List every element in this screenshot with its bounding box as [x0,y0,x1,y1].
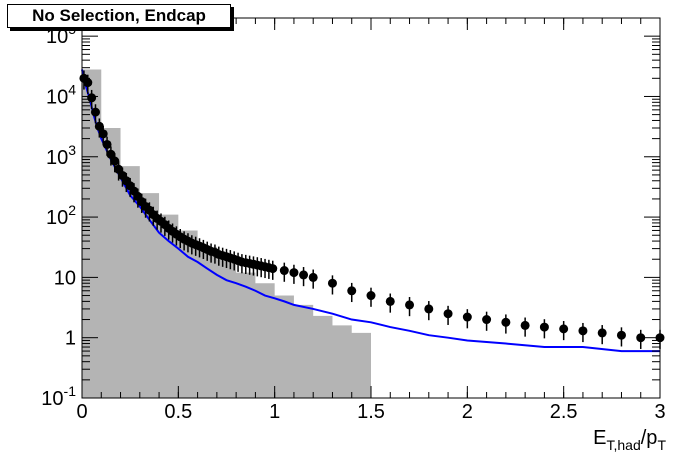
data-point [539,322,549,332]
x-tick-label: 2 [462,401,473,423]
data-point [110,156,120,166]
x-tick-label: 0.5 [164,401,192,423]
data-point [87,93,97,103]
data-point [559,324,569,334]
y-tick-label: 1 [65,328,76,350]
data-point [90,107,100,117]
data-point [405,300,415,310]
data-point [279,266,289,276]
filled-histogram-layer [82,69,391,399]
y-tick-label: 10-1 [41,383,76,410]
data-point [636,333,646,343]
data-point [327,278,337,288]
data-point [106,149,116,159]
data-point [289,268,299,278]
data-point [83,78,93,88]
data-point [462,312,472,322]
data-point [443,309,453,319]
data-point [366,291,376,301]
data-points-layer [79,70,665,349]
data-point [94,121,104,131]
data-point [520,320,530,330]
x-axis-title: ET,had/pT [593,427,666,453]
y-tick-label: 103 [46,142,76,169]
x-axis-title-layer: ET,had/pT [593,427,666,453]
data-point [424,304,434,314]
data-point [501,317,511,327]
y-tick-label: 105 [46,21,76,48]
x-tick-label: 0 [76,401,87,423]
y-tick-label: 102 [46,202,76,229]
data-point [616,330,626,340]
data-point [385,296,395,306]
data-point [268,264,278,274]
chart-title: No Selection, Endcap [7,4,231,28]
x-tick-label: 1.5 [357,401,385,423]
y-tick-label: 104 [46,81,76,108]
data-point [578,326,588,336]
data-point [299,270,309,280]
data-point [308,272,318,282]
data-point [597,328,607,338]
x-tick-label: 1 [269,401,280,423]
x-tick-label: 2.5 [550,401,578,423]
data-point [482,315,492,325]
tick-labels-layer: 0 0.5 1 1.5 2 2.5 3 10-1 1 10 102 103 104 105 [41,21,665,423]
x-tick-label: 3 [654,401,665,423]
data-point [98,129,108,139]
y-tick-label: 10 [54,267,76,289]
histogram-fill-area [82,69,391,399]
data-point [347,286,357,296]
data-point [102,139,112,149]
